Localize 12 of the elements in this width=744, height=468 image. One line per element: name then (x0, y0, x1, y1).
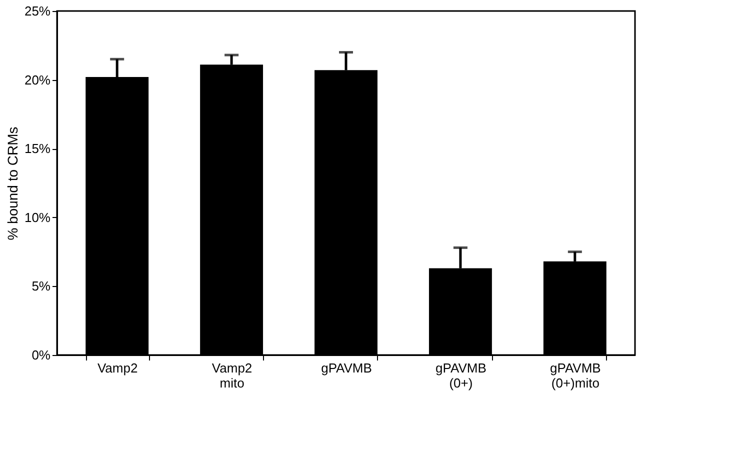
y-tick-label: 0% (32, 348, 51, 362)
y-axis-title: % bound to CRMs (4, 126, 20, 240)
y-tick-label: 20% (24, 72, 51, 88)
x-tick-label: Vamp2 (97, 360, 138, 376)
x-tick-label: Vamp2 mito (212, 360, 252, 390)
y-tick-label: 10% (24, 210, 51, 225)
x-tick-label: gPAVMB (0+)mito (550, 360, 601, 390)
y-tick-label: 25% (24, 4, 51, 18)
y-tick-label: 5% (32, 278, 51, 294)
y-tick-label: 15% (24, 141, 51, 156)
x-tick-label: gPAVMB (321, 360, 372, 376)
x-tick-label: gPAVMB (0+) (436, 360, 486, 390)
